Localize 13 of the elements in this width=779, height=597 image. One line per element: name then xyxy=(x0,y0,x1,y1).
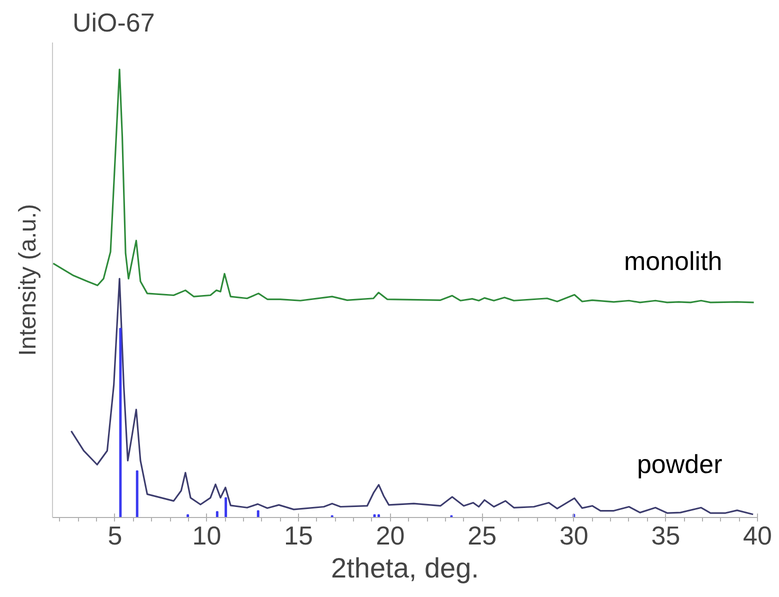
x-tick-label: 20 xyxy=(376,520,405,550)
series-label: monolith xyxy=(624,246,722,276)
x-axis-title: 2theta, deg. xyxy=(331,552,479,584)
y-axis-title: Intensity (a.u.) xyxy=(14,204,42,356)
x-tick-label: 35 xyxy=(651,520,680,550)
x-tick-label: 30 xyxy=(559,520,588,550)
x-tick-label: 40 xyxy=(743,520,772,550)
series-label: powder xyxy=(636,449,723,480)
x-tick-label: 5 xyxy=(108,520,122,550)
chart-title: UiO-67 xyxy=(72,8,155,38)
x-tick-label: 15 xyxy=(284,520,313,550)
x-tick-label: 10 xyxy=(192,520,222,550)
x-tick-label: 25 xyxy=(468,520,497,550)
